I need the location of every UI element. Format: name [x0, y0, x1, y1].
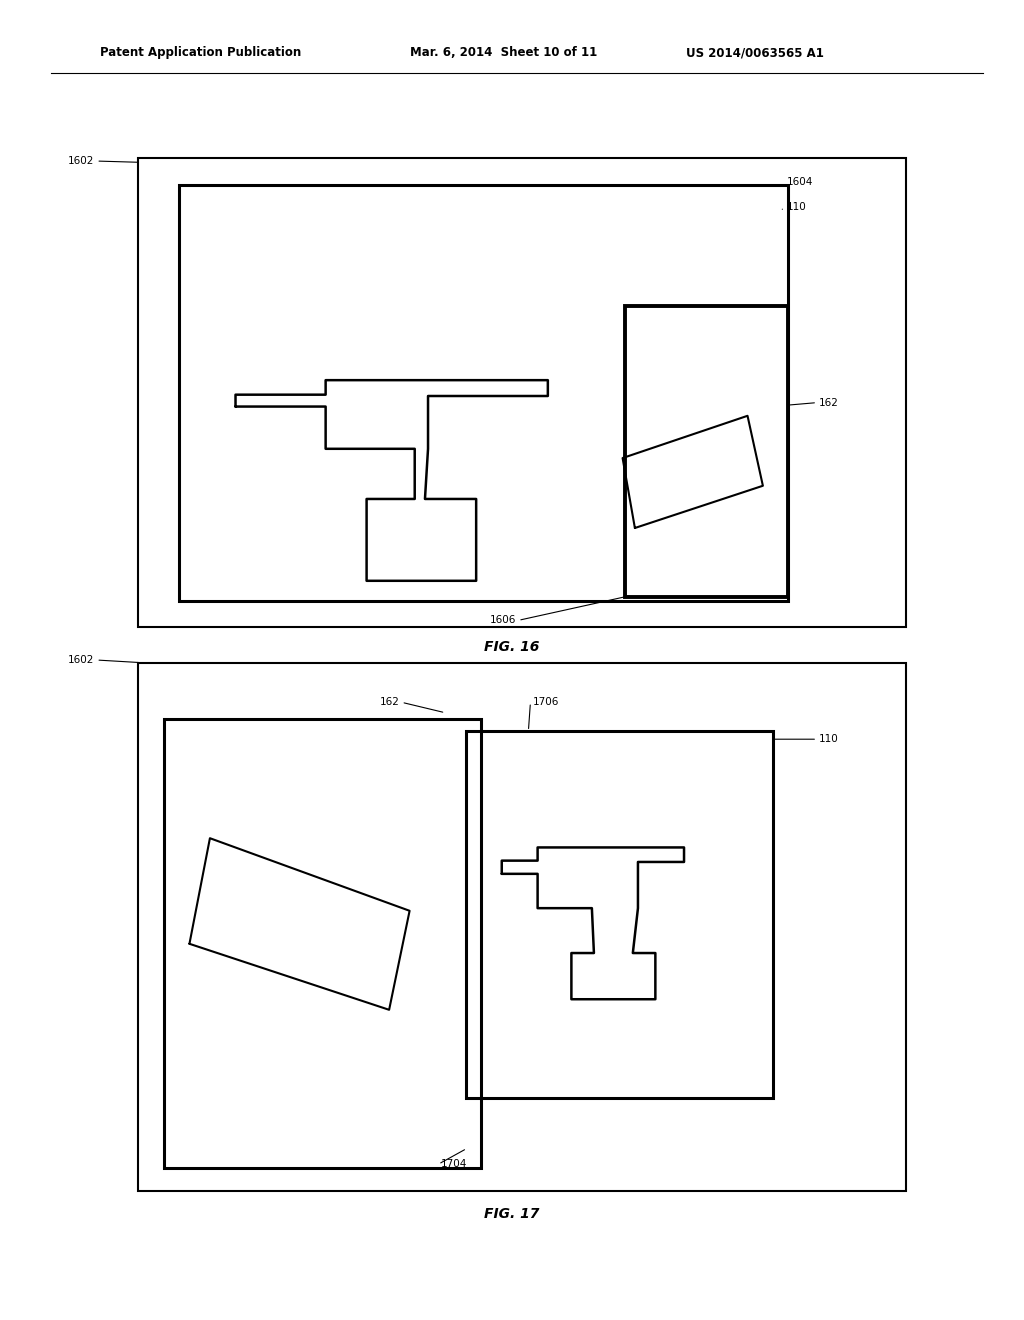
Text: 1602: 1602: [68, 156, 94, 166]
Bar: [138, 663, 906, 1191]
Text: Mar. 6, 2014  Sheet 10 of 11: Mar. 6, 2014 Sheet 10 of 11: [410, 46, 597, 59]
Bar: [138, 158, 906, 627]
Text: FIG. 17: FIG. 17: [484, 1208, 540, 1221]
Text: US 2014/0063565 A1: US 2014/0063565 A1: [686, 46, 824, 59]
Text: 110: 110: [786, 202, 806, 213]
Text: Patent Application Publication: Patent Application Publication: [100, 46, 302, 59]
Bar: [466, 731, 773, 1098]
Bar: [164, 719, 481, 1168]
Text: 1604: 1604: [786, 177, 813, 187]
Text: 1706: 1706: [532, 697, 559, 708]
Text: 162: 162: [380, 697, 399, 708]
Text: 1704: 1704: [440, 1159, 467, 1170]
Text: 1602: 1602: [68, 655, 94, 665]
Text: 110: 110: [819, 734, 839, 744]
Bar: [179, 185, 788, 601]
Text: FIG. 16: FIG. 16: [484, 640, 540, 653]
Text: 1606: 1606: [489, 615, 516, 626]
Bar: [625, 306, 788, 597]
Text: 162: 162: [819, 397, 839, 408]
